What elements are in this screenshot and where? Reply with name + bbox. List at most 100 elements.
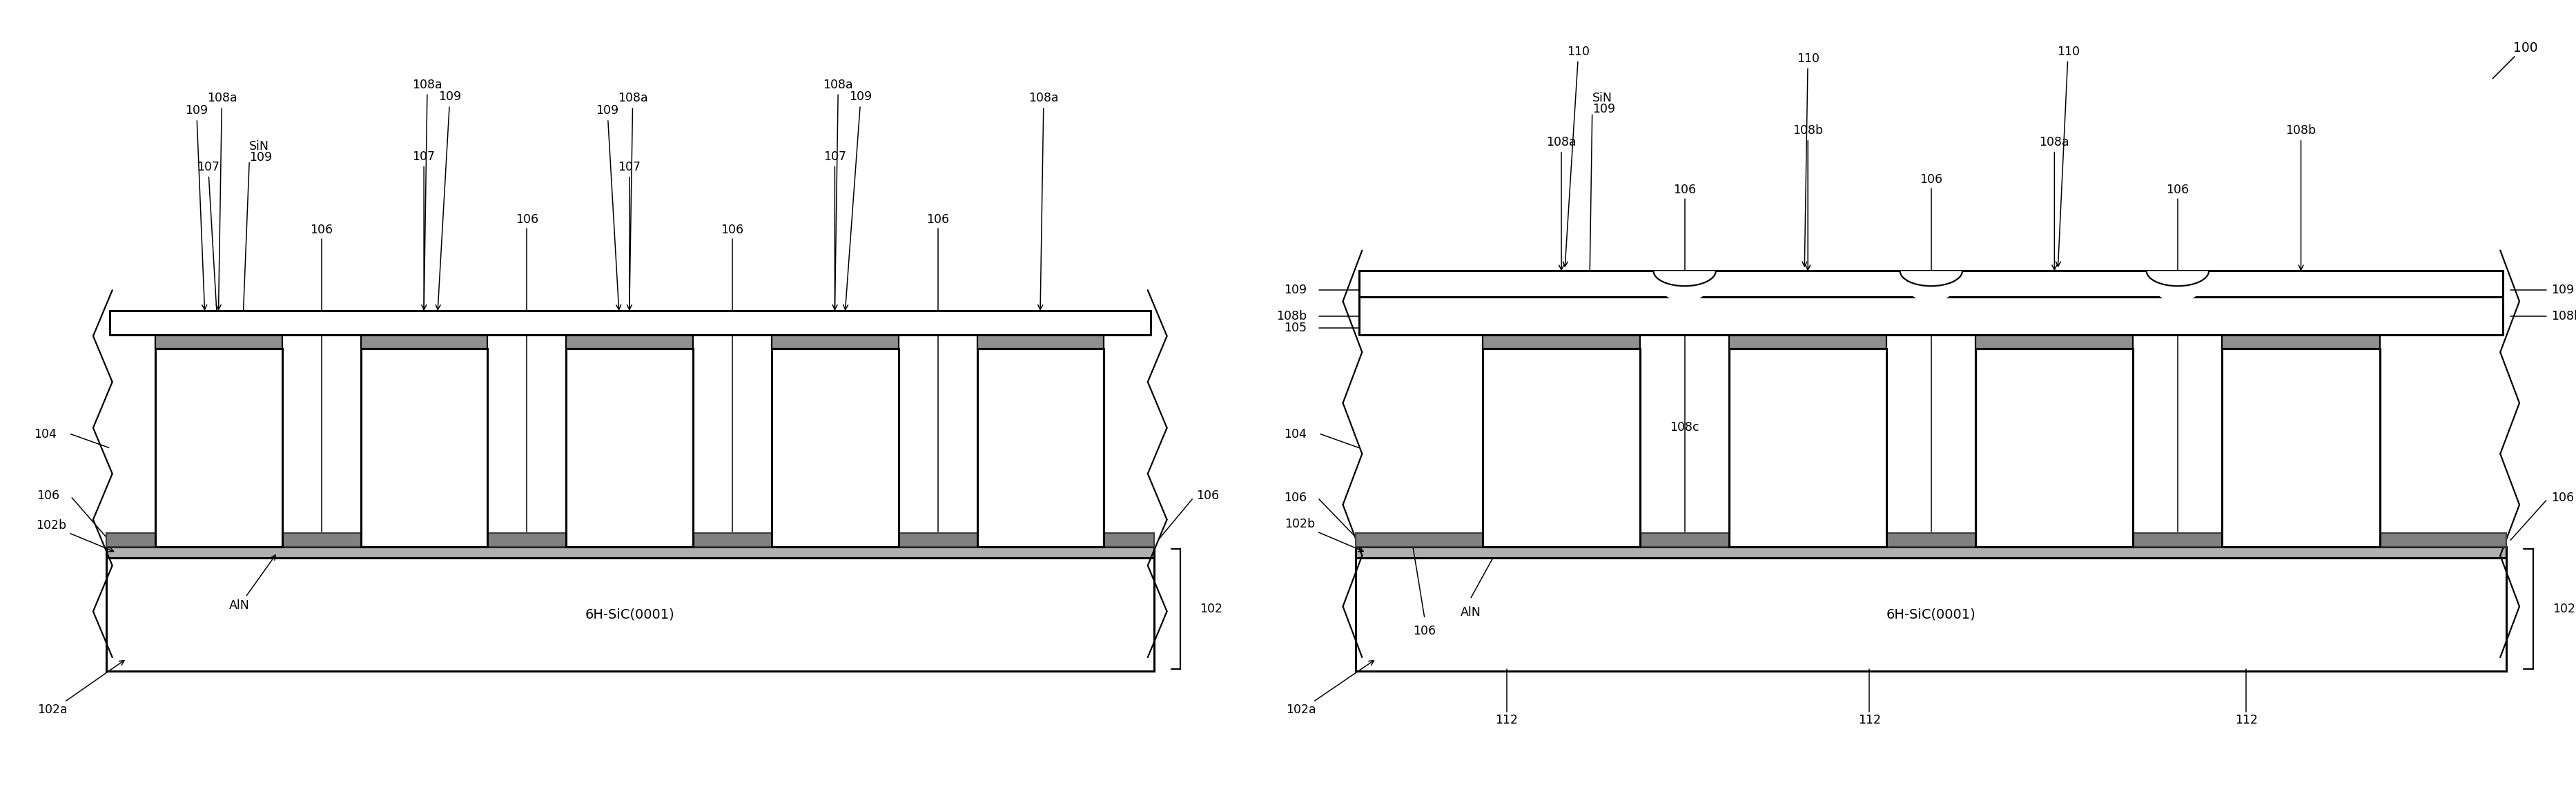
Text: 102: 102 [1200,603,1224,615]
Text: 108a: 108a [206,92,237,310]
Text: 108a: 108a [412,79,443,310]
Text: 105: 105 [2043,489,2066,502]
Text: 106: 106 [1283,491,1306,504]
Bar [1355,547,2506,558]
Text: 106: 106 [515,214,538,225]
Bar [567,349,693,547]
Text: 112: 112 [2236,714,2257,727]
Text: GaN: GaN [1546,430,1577,445]
Text: 108b: 108b [2550,310,2576,322]
Text: AlN: AlN [229,555,276,611]
Text: SiN: SiN [250,140,270,152]
Text: 102a: 102a [39,661,124,716]
Text: 106: 106 [927,214,951,225]
Text: 112: 112 [1857,714,1880,727]
Bar [773,349,899,547]
Bar [1728,534,1886,547]
Wedge shape [2146,271,2208,303]
Bar [155,349,283,547]
Bar [1728,334,1886,349]
Text: 102a: 102a [1285,661,1373,716]
Bar [773,534,899,547]
Bar [1355,534,2506,547]
Text: 109: 109 [2550,284,2573,296]
Bar [361,534,487,547]
Bar [106,547,1154,558]
Bar [1484,349,1641,547]
Text: 110: 110 [1564,45,1589,267]
Text: 107: 107 [196,160,222,338]
Bar [2223,534,2380,547]
Bar [1360,297,2504,334]
Text: 109: 109 [595,105,621,310]
Text: 102b: 102b [1285,518,1363,552]
Text: 6H-SiC(0001): 6H-SiC(0001) [585,608,675,621]
Text: 106: 106 [1195,489,1218,502]
Text: 106: 106 [2550,491,2573,504]
Bar [1484,334,1641,349]
Text: 110: 110 [2056,45,2079,267]
Text: 106: 106 [1674,184,1695,196]
Bar [2223,334,2380,349]
Text: 104: 104 [33,428,57,440]
Text: 109: 109 [1592,103,1615,115]
Text: 108a: 108a [618,92,647,310]
Bar [1976,349,2133,547]
Text: GaN: GaN [417,437,451,451]
Text: 108c: 108c [1793,441,1824,454]
Text: 109: 109 [1283,284,1306,296]
Text: 102: 102 [2553,603,2576,615]
Bar [976,349,1105,547]
Text: 105: 105 [209,496,229,509]
Text: AlN: AlN [1461,606,1481,619]
Text: 106: 106 [721,224,744,236]
Bar [976,334,1105,349]
Text: 108a: 108a [1028,92,1059,310]
Text: 109: 109 [185,105,209,310]
Text: 105: 105 [1283,322,1306,334]
Bar [111,310,1151,334]
Text: 109: 109 [250,151,273,164]
Bar [1484,534,1641,547]
Bar [1728,349,1886,547]
Text: 107: 107 [618,160,641,338]
Text: 108a: 108a [1546,136,1577,270]
Bar [361,334,487,349]
Bar [1976,534,2133,547]
Text: 6H-SiC(0001): 6H-SiC(0001) [1886,608,1976,621]
Bar [1976,334,2133,349]
Text: 109: 109 [435,91,461,310]
Text: 106: 106 [309,224,332,236]
Text: SiN: SiN [1592,92,1613,105]
Text: 106: 106 [36,489,59,502]
Text: 102b: 102b [36,519,113,552]
Wedge shape [1901,271,1963,303]
Text: 107: 107 [824,150,845,338]
Text: 106: 106 [1919,174,1942,186]
Text: 100: 100 [2514,41,2537,54]
Text: 109: 109 [842,91,873,310]
Text: 107: 107 [412,150,435,338]
Text: 108c: 108c [1669,421,1700,434]
Bar [106,534,1154,547]
Text: 112: 112 [1494,714,1517,727]
Text: 106: 106 [2166,184,2190,196]
Text: 108a: 108a [824,79,853,310]
Text: 105: 105 [1551,489,1574,502]
Bar [2223,349,2380,547]
Wedge shape [1654,271,1716,303]
Bar [361,349,487,547]
Bar [106,558,1154,671]
Text: 106: 106 [1414,625,1435,638]
Text: 108a: 108a [2040,136,2069,270]
Text: 104: 104 [1283,428,1306,440]
Bar [773,334,899,349]
Bar [567,534,693,547]
Text: 108b: 108b [1275,310,1306,322]
Bar [567,334,693,349]
Bar [976,534,1105,547]
Text: 108b: 108b [2285,125,2316,270]
Text: 108b: 108b [1793,125,1824,270]
Bar [155,334,283,349]
Text: 110: 110 [1795,52,1819,267]
